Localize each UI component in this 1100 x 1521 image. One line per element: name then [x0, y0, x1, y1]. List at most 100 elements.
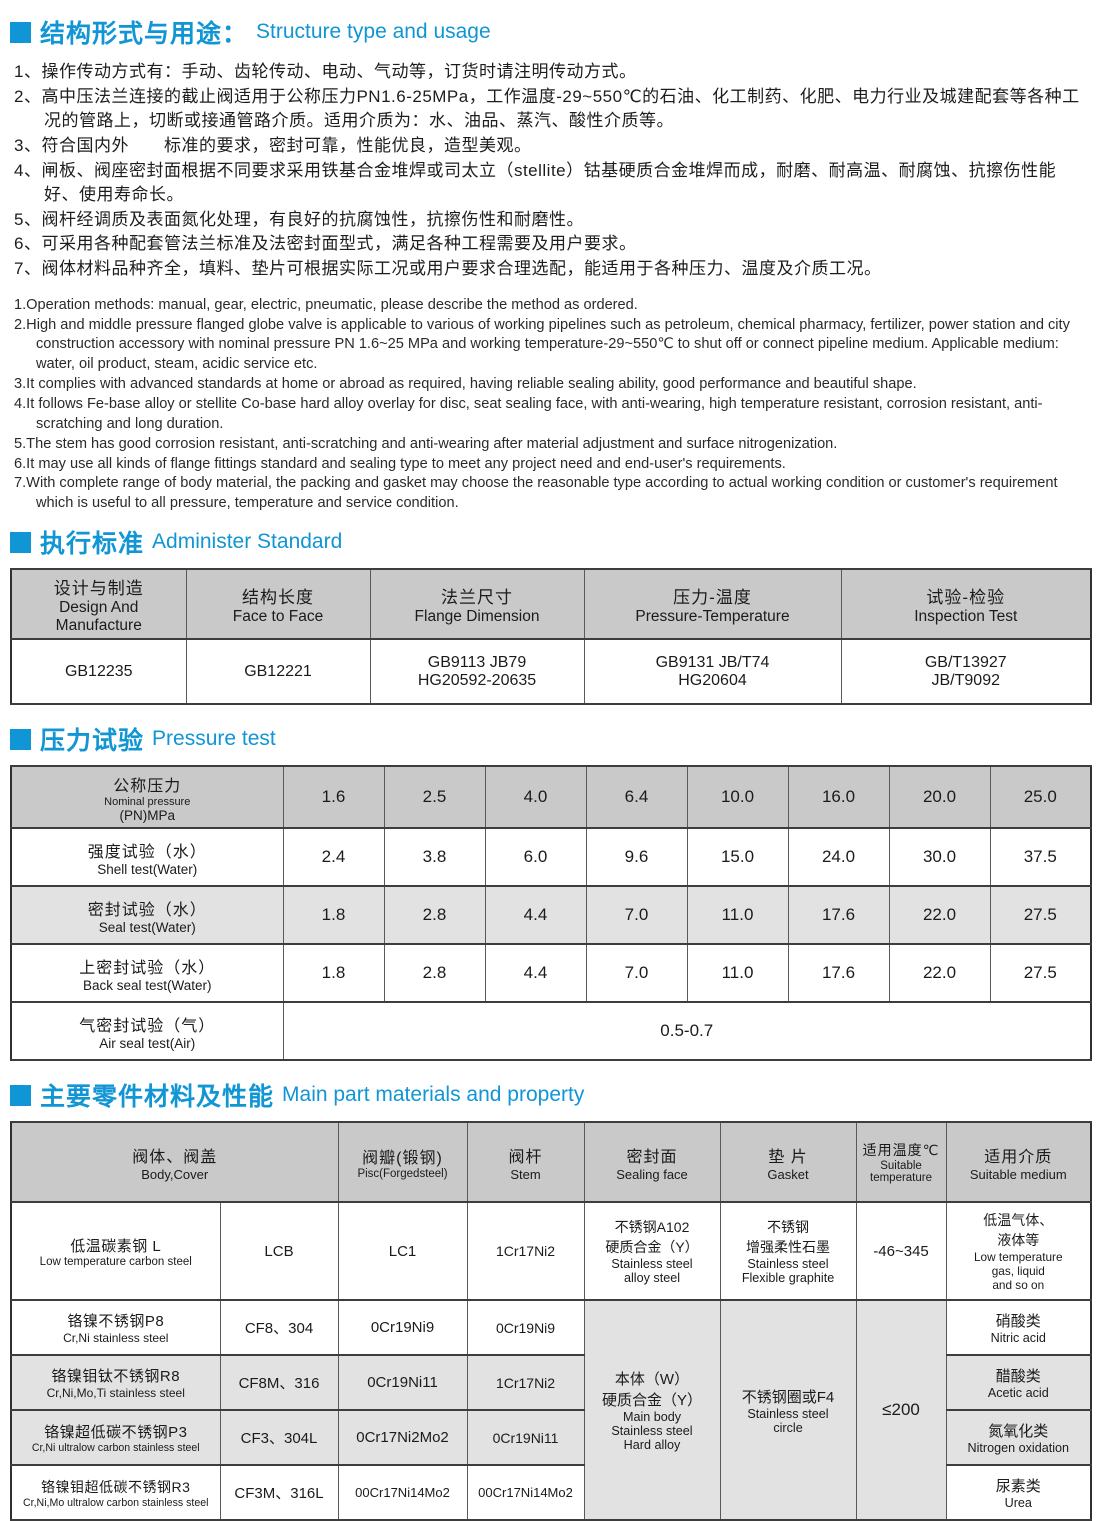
section-marker-icon: [10, 1084, 31, 1106]
sealing-face-merged-cell: 本体（W） 硬质合金（Y） Main body Stainless steel …: [583, 1299, 721, 1521]
list-item: 2、高中压法兰连接的截止阀适用于公称压力PN1.6-25MPa，工作温度-29~…: [14, 86, 1080, 131]
list-item: 3、符合国内外 标准的要求，密封可靠，性能优良，造型美观。: [14, 135, 532, 155]
material-name-cell: 铬镍不锈钢P8 Cr,Ni stainless steel: [10, 1299, 221, 1357]
gasket-merged-cell: 不锈钢圈或F4 Stainless steel circle: [719, 1299, 857, 1521]
header-cell: 法兰尺寸 Flange Dimension: [369, 568, 585, 641]
data-cell: 0Cr19Ni11: [466, 1409, 585, 1467]
data-cell: 22.0: [888, 943, 991, 1004]
data-cell: 22.0: [888, 885, 991, 946]
row-label: 上密封试验（水） Back seal test(Water): [10, 943, 284, 1004]
header-cell: 10.0: [686, 765, 789, 830]
list-item: 3.It complies with advanced standards at…: [14, 376, 917, 393]
list-item: 4、闸板、阀座密封面根据不同要求采用铁基合金堆焊或司太立（stellite）钴基…: [14, 160, 1057, 205]
list-item: 1.Operation methods: manual, gear, elect…: [14, 296, 638, 313]
header-cell: 16.0: [787, 765, 890, 830]
list-item: 6、可采用各种配套管法兰标准及法密封面型式，满足各种工程需要及用户要求。: [14, 234, 637, 254]
table-row: 密封试验（水） Seal test(Water) 1.8 2.8 4.4 7.0 …: [10, 885, 1092, 946]
data-cell: 4.4: [484, 885, 587, 946]
data-cell: 00Cr17Ni14Mo2: [466, 1464, 585, 1521]
data-cell: 11.0: [686, 885, 789, 946]
section-title-en: Structure type and usage: [256, 20, 491, 43]
data-cell: LC1: [337, 1201, 468, 1302]
data-cell: 6.0: [484, 827, 587, 888]
header-cell: 公称压力 Nominal pressure (PN)MPa: [10, 765, 284, 830]
data-cell: 27.5: [989, 885, 1092, 946]
data-cell: 37.5: [989, 827, 1092, 888]
header-cell: 设计与制造 Design And Manufacture: [10, 568, 187, 641]
structure-notes-zh: 1、操作传动方式有：手动、齿轮传动、电动、气动等，订货时请注明传动方式。 2、高…: [14, 60, 1090, 282]
data-cell: 00Cr17Ni14Mo2: [337, 1464, 468, 1521]
row-label: 气密封试验（气） Air seal test(Air): [10, 1001, 284, 1062]
data-cell: 1Cr17Ni2: [466, 1201, 585, 1302]
list-item: 5.The stem has good corrosion resistant,…: [14, 435, 838, 452]
data-cell: 4.4: [484, 943, 587, 1004]
header-cell: 压力-温度 Pressure-Temperature: [583, 568, 842, 641]
data-cell: 30.0: [888, 827, 991, 888]
material-name-cell: 铬镍超低碳不锈钢P3 Cr,Ni ultralow carbon stainles…: [10, 1409, 221, 1467]
table-header-row: 公称压力 Nominal pressure (PN)MPa 1.6 2.5 4.…: [10, 765, 1092, 830]
section-header-structure: 结构形式与用途： Structure type and usage: [10, 14, 1090, 50]
header-cell: 阀杆 Stem: [466, 1121, 585, 1204]
row-label: 密封试验（水） Seal test(Water): [10, 885, 284, 946]
administer-standard-table: 设计与制造 Design And Manufacture 结构长度 Face to …: [10, 568, 1092, 706]
structure-notes-en: 1.Operation methods: manual, gear, elect…: [14, 296, 1090, 514]
data-cell: 0.5-0.7: [282, 1001, 1092, 1062]
data-cell: 15.0: [686, 827, 789, 888]
data-cell: 17.6: [787, 885, 890, 946]
data-cell: 2.8: [383, 885, 486, 946]
list-item: 1、操作传动方式有：手动、齿轮传动、电动、气动等，订货时请注明传动方式。: [14, 62, 637, 81]
header-cell: 6.4: [585, 765, 688, 830]
material-name-cell: 低温碳素钢 L Low temperature carbon steel: [10, 1201, 221, 1302]
section-marker-icon: [10, 728, 31, 750]
data-cell: GB9131 JB/T74 HG20604: [583, 638, 842, 706]
data-cell: 9.6: [585, 827, 688, 888]
section-title-en: Administer Standard: [152, 530, 343, 554]
header-cell: 20.0: [888, 765, 991, 830]
section-title-zh: 执行标准: [40, 530, 145, 559]
data-cell: 7.0: [585, 943, 688, 1004]
header-cell: 4.0: [484, 765, 587, 830]
table-row: 铬镍不锈钢P8 Cr,Ni stainless steel CF8、304 0Cr…: [10, 1299, 1092, 1521]
temperature-merged-cell: ≤200: [855, 1299, 947, 1521]
table-row: 强度试验（水） Shell test(Water) 2.4 3.8 6.0 9.6…: [10, 827, 1092, 888]
medium-cell: 尿素类 Urea: [945, 1464, 1092, 1521]
medium-cell: 低温气体、 液体等 Low temperature gas, liquid an…: [945, 1201, 1092, 1302]
section-title-en: Main part materials and property: [282, 1083, 585, 1107]
table-header-row: 阀体、阀盖 Body,Cover 阀瓣(锻钢) Pisc(Forgedsteel) …: [10, 1121, 1092, 1204]
section-title-zh: 主要零件材料及性能: [40, 1083, 275, 1112]
table-row: 上密封试验（水） Back seal test(Water) 1.8 2.8 4.…: [10, 943, 1092, 1004]
row-label: 强度试验（水） Shell test(Water): [10, 827, 284, 888]
data-cell: 17.6: [787, 943, 890, 1004]
medium-cell: 氮氧化类 Nitrogen oxidation: [945, 1409, 1092, 1467]
table-row: GB12235 GB12221 GB9113 JB79 HG20592-20635…: [10, 638, 1092, 706]
data-cell: GB12235: [10, 638, 187, 706]
list-item: 6.It may use all kinds of flange fitting…: [14, 455, 786, 472]
data-cell: GB12221: [185, 638, 371, 706]
medium-cell: 硝酸类 Nitric acid: [945, 1299, 1092, 1357]
gasket-cell: 不锈钢 增强柔性石墨 Stainless steel Flexible grap…: [719, 1201, 857, 1302]
list-item: 5、阀杆经调质及表面氮化处理，有良好的抗腐蚀性，抗擦伤性和耐磨性。: [14, 209, 584, 229]
data-cell: 0Cr19Ni9: [337, 1299, 468, 1357]
data-cell: 0Cr17Ni2Mo2: [337, 1409, 468, 1467]
header-cell: 2.5: [383, 765, 486, 830]
header-cell: 25.0: [989, 765, 1092, 830]
header-cell: 密封面 Sealing face: [583, 1121, 721, 1204]
pressure-test-table: 公称压力 Nominal pressure (PN)MPa 1.6 2.5 4.…: [10, 765, 1092, 1062]
medium-cell: 醋酸类 Acetic acid: [945, 1354, 1092, 1412]
data-cell: 1.8: [282, 943, 385, 1004]
data-cell: 1Cr17Ni2: [466, 1354, 585, 1412]
data-cell: 0Cr19Ni9: [466, 1299, 585, 1357]
data-cell: 7.0: [585, 885, 688, 946]
header-cell: 试验-检验 Inspection Test: [840, 568, 1092, 641]
table-row: 气密封试验（气） Air seal test(Air) 0.5-0.7: [10, 1001, 1092, 1062]
header-cell: 阀体、阀盖 Body,Cover: [10, 1121, 339, 1204]
table-row: 低温碳素钢 L Low temperature carbon steel LCB …: [10, 1201, 1092, 1302]
data-cell: 2.8: [383, 943, 486, 1004]
data-cell: CF3M、316L: [219, 1464, 339, 1521]
data-cell: 11.0: [686, 943, 789, 1004]
material-name-cell: 铬镍钼超低碳不锈钢R3 Cr,Ni,Mo ultralow carbon stai…: [10, 1464, 221, 1521]
data-cell: 1.8: [282, 885, 385, 946]
header-cell: 垫 片 Gasket: [719, 1121, 857, 1204]
temperature-cell: -46~345: [855, 1201, 947, 1302]
list-item: 4.It follows Fe-base alloy or stellite C…: [14, 395, 1043, 432]
